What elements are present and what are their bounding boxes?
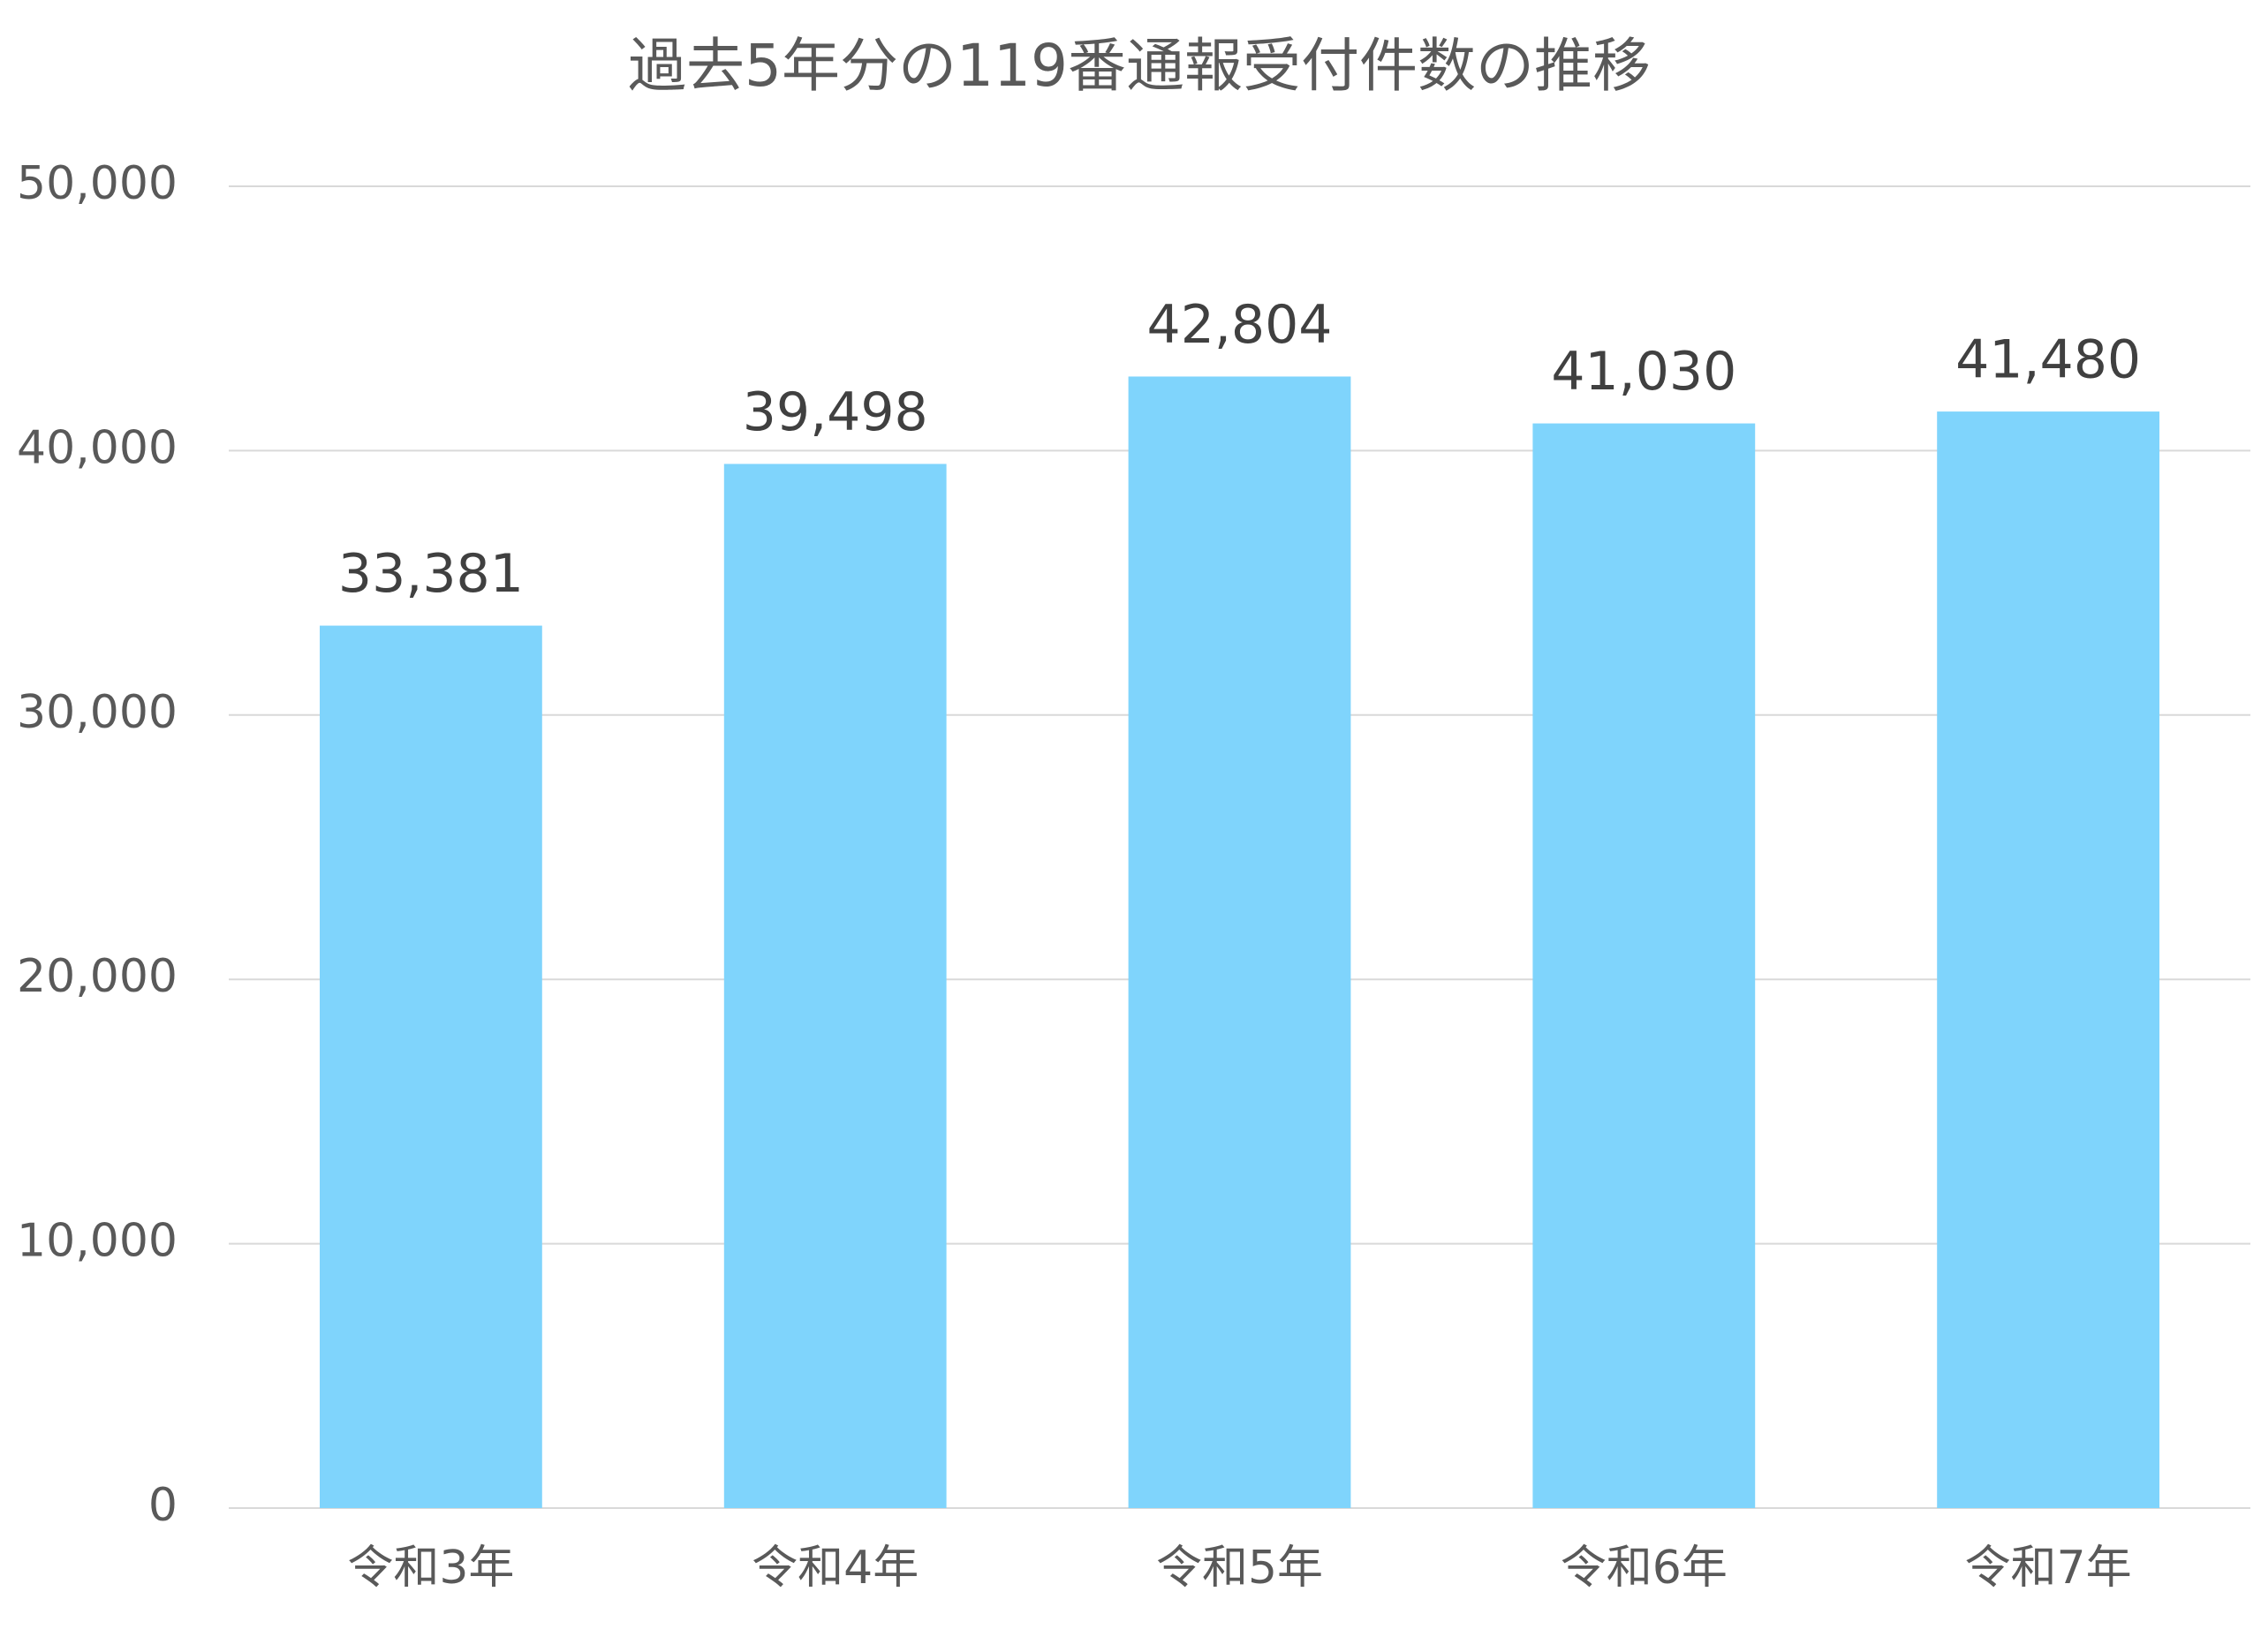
value-label: 41,480 [1955, 329, 2141, 391]
y-tick-label: 30,000 [17, 686, 178, 739]
y-tick-label: 0 [148, 1479, 178, 1532]
y-tick-label: 10,000 [17, 1215, 178, 1268]
chart-title: 過去5年分の119番通報受付件数の推移 [628, 32, 1651, 100]
x-tick-label: 令和5年 [1156, 1542, 1323, 1595]
value-label: 39,498 [743, 381, 928, 443]
x-tick-label: 令和3年 [347, 1542, 514, 1595]
bar [723, 464, 947, 1508]
x-tick-label: 令和4年 [752, 1542, 919, 1595]
bar [1128, 376, 1351, 1508]
y-tick-label: 50,000 [17, 157, 178, 210]
bar [320, 625, 542, 1508]
value-label: 41,030 [1551, 341, 1736, 403]
x-tick-label: 令和6年 [1561, 1542, 1728, 1595]
y-tick-label: 20,000 [17, 950, 178, 1003]
y-tick-label: 40,000 [17, 421, 178, 474]
bar [1937, 411, 2159, 1508]
value-label: 33,381 [338, 543, 524, 605]
x-tick-label: 令和7年 [1965, 1542, 2132, 1595]
value-label: 42,804 [1147, 294, 1333, 356]
bar [1532, 423, 1756, 1509]
